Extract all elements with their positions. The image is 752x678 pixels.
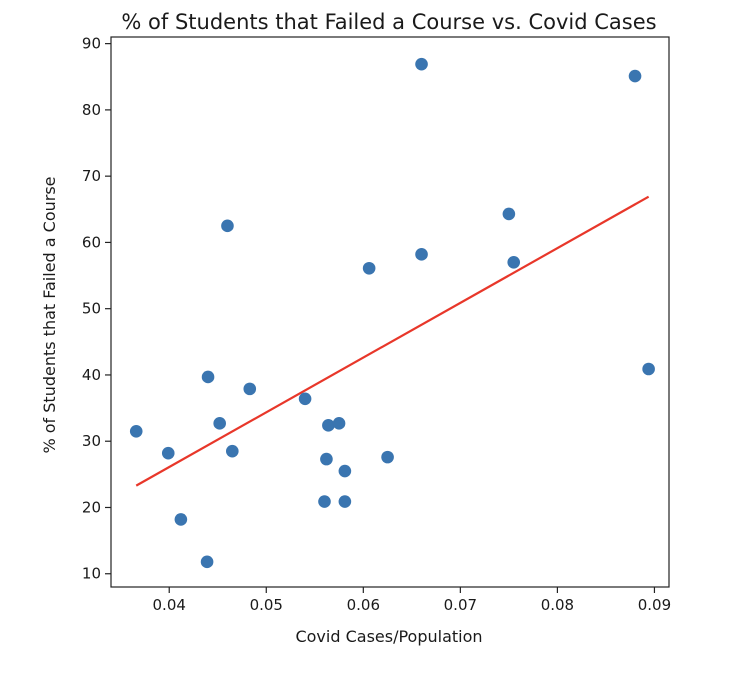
data-point (243, 382, 257, 396)
y-tick-label: 60 (82, 233, 101, 251)
data-point (338, 464, 352, 478)
x-tick-label: 0.06 (347, 596, 380, 614)
data-point (338, 495, 352, 508)
data-point (628, 69, 642, 83)
data-point (226, 444, 239, 458)
x-tick-label: 0.09 (638, 596, 671, 614)
data-point (213, 417, 226, 430)
chart-title: % of Students that Failed a Course vs. C… (121, 10, 656, 34)
y-tick-label: 70 (82, 167, 101, 185)
data-point (129, 424, 143, 438)
data-point (415, 57, 428, 71)
data-point (318, 495, 331, 508)
data-point (415, 248, 428, 261)
data-point (200, 555, 214, 569)
data-point (502, 207, 516, 221)
plot-area (110, 36, 670, 588)
data-point (161, 446, 175, 460)
trend-line-layer (135, 195, 650, 487)
y-tick-label: 50 (82, 300, 101, 318)
trend-line (135, 195, 650, 487)
y-tick-label: 10 (82, 565, 101, 583)
data-point (642, 362, 655, 376)
plot-frame (110, 36, 670, 588)
data-point (298, 392, 312, 406)
x-axis-label: Covid Cases/Population (295, 627, 482, 646)
x-tick-label: 0.05 (250, 596, 283, 614)
data-point (381, 450, 394, 464)
data-point (332, 417, 346, 430)
y-tick-label: 80 (82, 101, 101, 119)
x-tick-label: 0.07 (444, 596, 477, 614)
data-points-layer (129, 57, 655, 569)
y-tick-label: 20 (82, 498, 101, 516)
x-tick-label: 0.04 (153, 596, 186, 614)
data-point (174, 513, 188, 526)
y-tick-label: 40 (82, 366, 101, 384)
data-point (221, 219, 234, 233)
data-point (322, 419, 335, 432)
y-tick-label: 90 (82, 35, 101, 53)
x-tick-label: 0.08 (541, 596, 574, 614)
data-point (507, 256, 521, 269)
y-axis-label: % of Students that Failed a Course (40, 176, 59, 453)
data-point (320, 452, 333, 466)
x-axis: 0.04 0.05 0.06 0.07 0.08 0.09 (153, 587, 671, 614)
data-point (362, 261, 376, 275)
y-tick-label: 30 (82, 432, 101, 450)
y-axis: 10 20 30 40 50 60 70 80 90 (82, 35, 111, 583)
data-point (201, 370, 215, 384)
